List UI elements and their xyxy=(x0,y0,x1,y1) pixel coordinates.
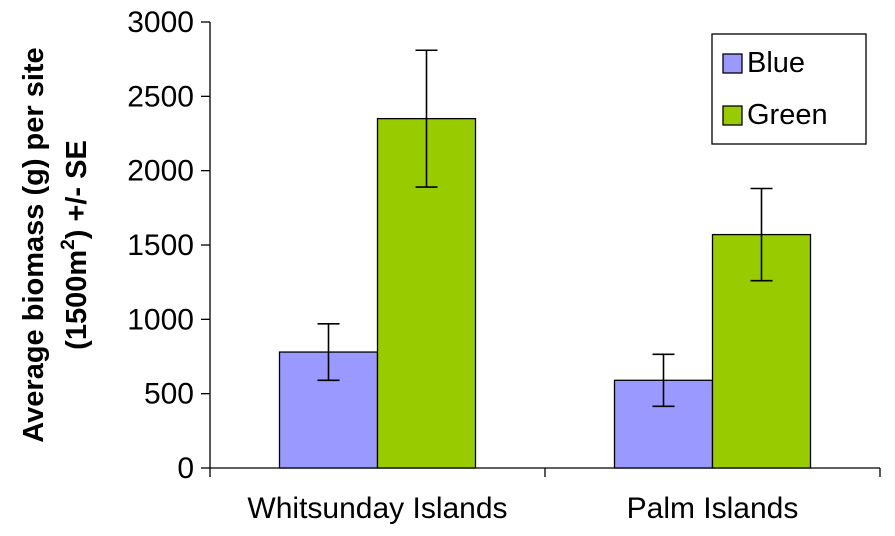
x-category-label: Whitsunday Islands xyxy=(247,492,507,525)
bar-green-1 xyxy=(711,233,812,469)
y-axis-title-area: (1500m xyxy=(61,250,93,350)
legend: Blue Green xyxy=(711,33,867,145)
plot-area: 0 500 1000 1500 2000 2500 3000 Whitsunday Islan… xyxy=(127,6,881,525)
legend-label-green: Green xyxy=(747,99,828,131)
legend-label-blue: Blue xyxy=(747,47,805,79)
legend-swatch-green xyxy=(722,105,743,126)
y-tick-label: 500 xyxy=(144,378,194,411)
legend-swatch-blue xyxy=(722,53,743,74)
legend-box xyxy=(711,33,867,145)
y-tick-label: 0 xyxy=(177,452,194,485)
y-tick-label: 1500 xyxy=(127,229,194,262)
y-axis-title-line2: (1500m2) +/- SE xyxy=(58,140,93,350)
y-tick-label: 2000 xyxy=(127,155,194,188)
y-axis-title: Average biomass (g) per site (1500m2) +/… xyxy=(18,47,93,442)
y-axis-title-line1: Average biomass (g) per site xyxy=(18,47,50,442)
y-tick-label: 3000 xyxy=(127,6,194,39)
y-tick-label: 2500 xyxy=(127,80,194,113)
y-tick-label: 1000 xyxy=(127,303,194,336)
y-axis-title-se: ) +/- SE xyxy=(61,140,93,239)
y-axis-title-superscript: 2 xyxy=(58,239,79,250)
x-category-label: Palm Islands xyxy=(627,492,799,525)
